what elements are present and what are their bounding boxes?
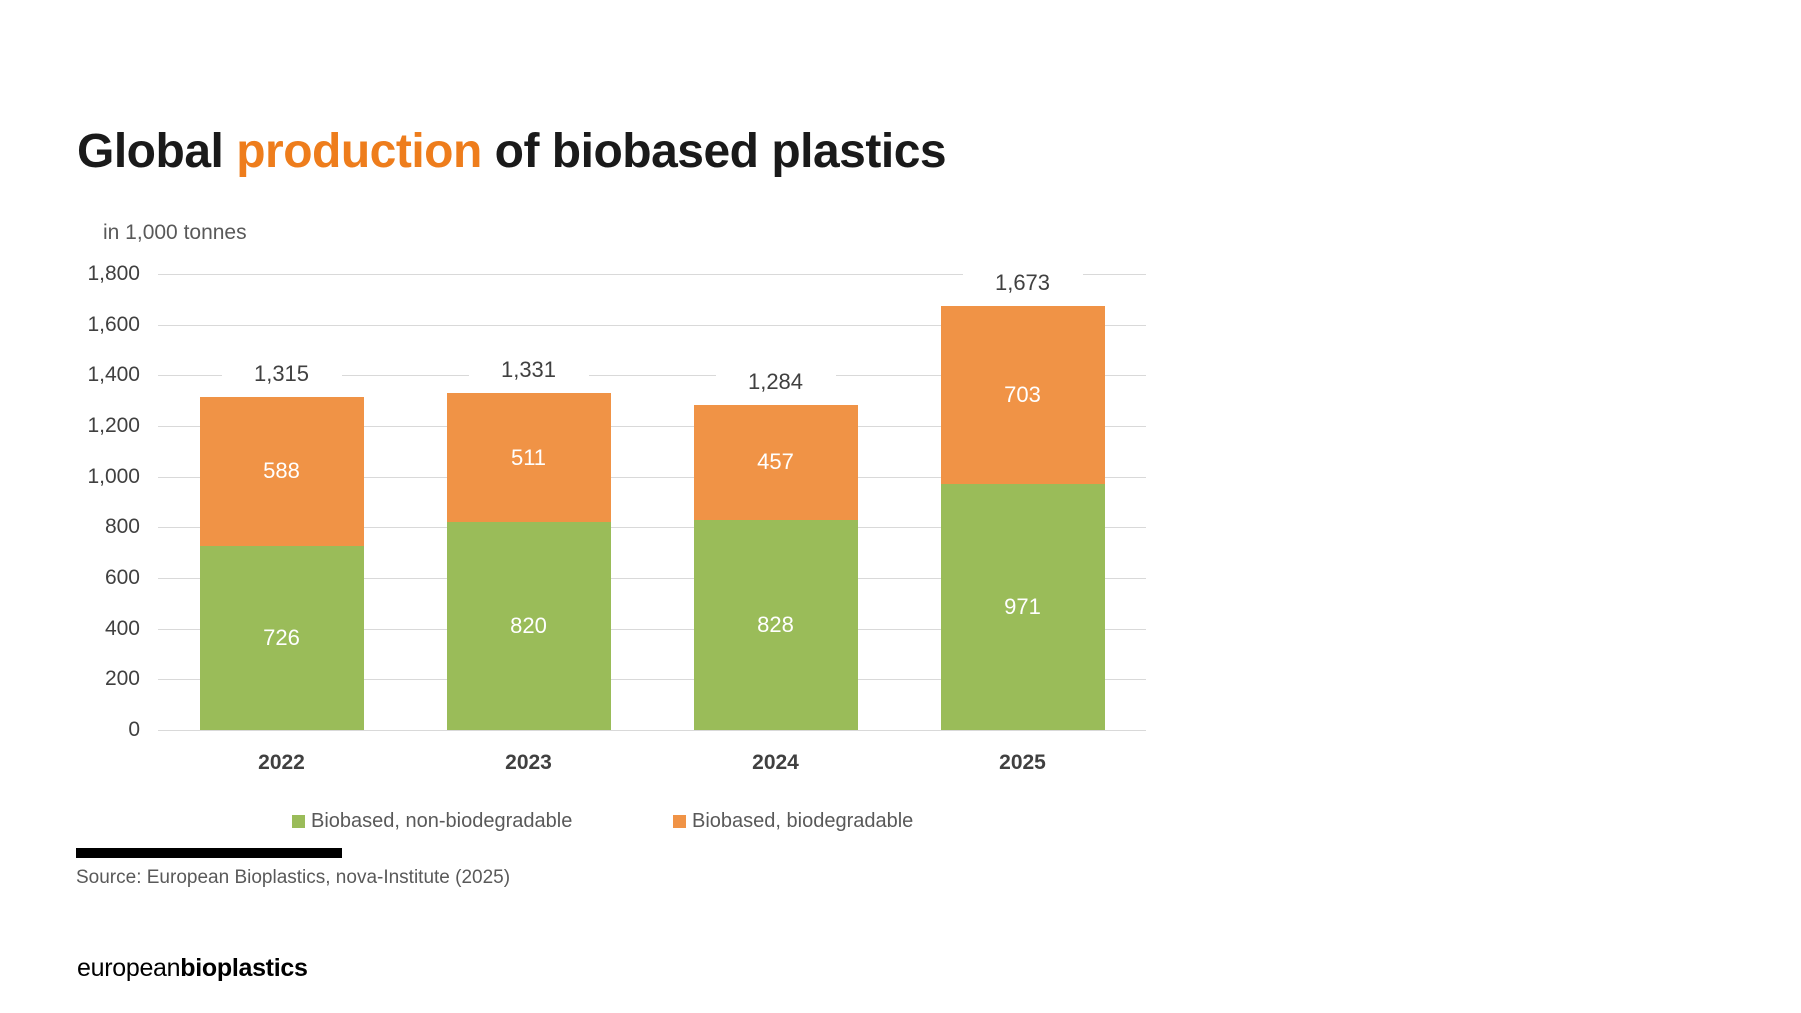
x-axis-label-2023: 2023 [505,751,552,774]
x-axis-label-2022: 2022 [258,751,305,774]
bar-2023-biodegradable [446,392,611,523]
y-tick-label-0: 0 [128,718,140,741]
european-bioplastics-logo: europeanbioplastics [77,954,308,983]
logo-text-bold: bioplastics [180,954,308,982]
gridline-1000 [158,476,1146,478]
bar-total-2024: 1,284 [715,368,836,395]
bar-value-2025-biodegradable: 703 [1004,382,1041,408]
title-suffix: of biobased plastics [481,125,947,178]
y-tick-label-1800: 1,800 [87,262,140,285]
x-axis-label-2024: 2024 [752,751,799,774]
page-title: Global production of biobased plastics [77,125,947,178]
y-tick-label-600: 600 [104,566,140,589]
legend-label-non-biodegradable: Biobased, non-biodegradable [311,809,573,832]
axis-unit-label: in 1,000 tonnes [103,221,247,244]
gridline-600 [158,578,1146,579]
y-tick-label-200: 200 [104,667,140,691]
bar-2024-non-biodegradable [693,520,858,730]
legend-item-non-biodegradable: Biobased, non-biodegradable [292,810,572,832]
bar-2022-biodegradable [199,396,364,547]
legend-swatch-green-icon [292,814,305,828]
bar-total-2022: 1,315 [221,360,342,387]
bar-total-2023: 1,331 [468,356,589,383]
y-tick-label-1600: 1,600 [87,312,140,336]
title-prefix: Global [77,125,237,178]
gridline-1400 [158,375,1146,377]
x-axis-label-2025: 2025 [999,751,1046,774]
legend-item-biodegradable: Biobased, biodegradable [673,810,913,832]
bar-value-2024-biodegradable: 457 [757,449,794,475]
bar-2023-non-biodegradable [446,522,611,730]
source-text: Source: European Bioplastics, nova-Insti… [76,867,511,888]
y-tick-label-1000: 1,000 [87,464,140,488]
title-highlight: production [236,125,482,178]
bar-value-2023-biodegradable: 511 [510,444,547,470]
y-tick-label-800: 800 [104,515,140,539]
bar-value-2022-biodegradable: 588 [263,458,300,484]
gridline-400 [158,628,1146,630]
bar-value-2024-non-biodegradable: 828 [757,612,794,638]
bar-2025-biodegradable [940,306,1105,484]
gridline-800 [158,527,1146,529]
gridline-1200 [158,426,1146,427]
bar-2022-non-biodegradable [199,546,364,730]
bar-total-2025: 1,673 [962,270,1083,297]
bar-2025-non-biodegradable [940,484,1105,730]
y-tick-label-1200: 1,200 [87,414,140,437]
y-tick-label-1400: 1,400 [87,363,140,387]
gridline-1800 [158,274,1146,275]
logo-text-normal: european [77,954,181,982]
legend-swatch-orange-icon [673,814,686,828]
gridline-0 [158,730,1146,731]
bar-value-2025-non-biodegradable: 971 [1004,594,1041,619]
gridline-1600 [158,324,1146,326]
bar-value-2023-non-biodegradable: 820 [510,613,547,639]
bar-2024-biodegradable [693,404,858,521]
gridline-200 [158,679,1146,681]
bar-value-2022-non-biodegradable: 726 [263,625,300,651]
source-divider-bar [76,848,342,858]
y-tick-label-400: 400 [104,616,140,640]
legend-label-biodegradable: Biobased, biodegradable [692,809,914,832]
